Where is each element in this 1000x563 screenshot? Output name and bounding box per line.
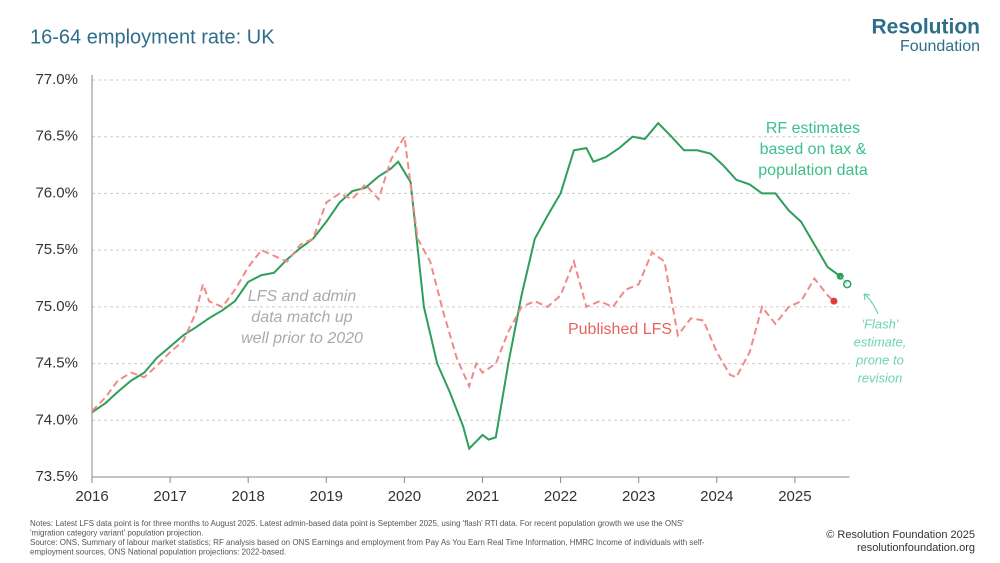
y-tick-label: 74.5% [35, 355, 78, 372]
annotation: RF estimates [766, 120, 860, 137]
footnote: Notes: Latest LFS data point is for thre… [30, 519, 684, 528]
x-tick-label: 2020 [388, 488, 421, 505]
y-tick-label: 75.0% [35, 298, 78, 315]
annotation: data match up [251, 309, 353, 326]
x-tick-label: 2025 [778, 488, 811, 505]
series-line [91, 121, 841, 451]
footnote: 'migration category variant' population … [30, 529, 203, 538]
logo: Resolution [872, 16, 981, 39]
x-tick-label: 2021 [466, 488, 499, 505]
annotation: estimate, [854, 334, 907, 349]
annotation: well prior to 2020 [241, 330, 363, 347]
x-tick-label: 2023 [622, 488, 655, 505]
chart-title: 16-64 employment rate: UK [30, 26, 275, 48]
x-tick-label: 2017 [153, 488, 186, 505]
annotation: population data [758, 162, 868, 179]
y-tick-label: 75.5% [35, 241, 78, 258]
x-tick-label: 2019 [310, 488, 343, 505]
series-line [91, 133, 835, 412]
footnote: Source: ONS, Summary of labour market st… [30, 538, 705, 547]
x-tick-label: 2022 [544, 488, 577, 505]
copyright: © Resolution Foundation 2025 [826, 529, 975, 541]
annotation: 'Flash' [862, 316, 899, 331]
annotation: based on tax & [760, 141, 867, 158]
y-tick-label: 76.0% [35, 184, 78, 201]
footnote: employment sources, ONS National populat… [30, 548, 286, 557]
copyright: resolutionfoundation.org [857, 542, 975, 554]
annotation: LFS and admin [248, 288, 357, 305]
y-tick-label: 76.5% [35, 128, 78, 145]
logo: Foundation [900, 38, 980, 55]
x-tick-label: 2018 [232, 488, 265, 505]
y-tick-label: 77.0% [35, 71, 78, 88]
y-tick-label: 74.0% [35, 411, 78, 428]
flash-arrow [863, 293, 879, 315]
flash-connector [839, 275, 848, 285]
x-tick-label: 2016 [75, 488, 108, 505]
end-point [830, 297, 838, 305]
annotation: revision [858, 370, 903, 385]
annotation: prone to [855, 352, 904, 367]
annotation: Published LFS [568, 321, 672, 338]
x-tick-label: 2024 [700, 488, 733, 505]
y-tick-label: 73.5% [35, 468, 78, 485]
